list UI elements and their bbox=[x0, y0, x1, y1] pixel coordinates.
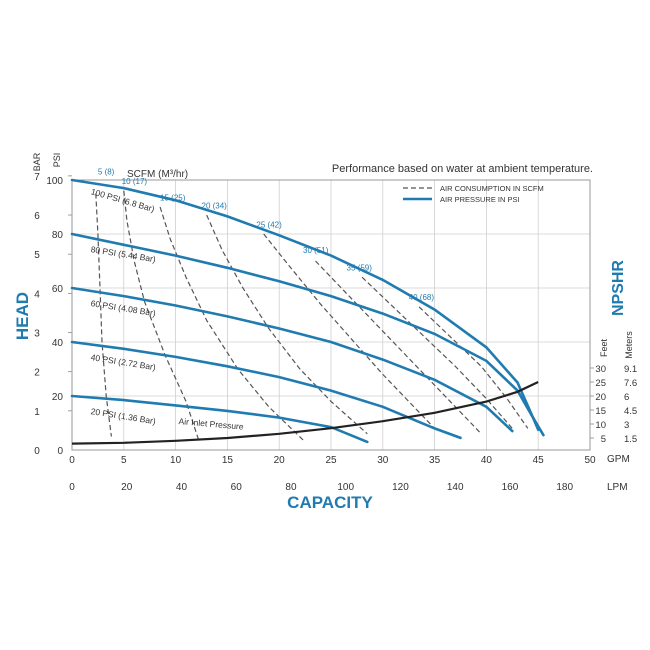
y-bar-tick: 4 bbox=[34, 289, 40, 300]
legend-air-label: AIR CONSUMPTION IN SCFM bbox=[440, 184, 544, 193]
y-psi-tick: 80 bbox=[52, 230, 64, 241]
pressure-line bbox=[70, 340, 462, 440]
y-bar-tick: 1 bbox=[34, 407, 40, 418]
x-gpm-tick: 15 bbox=[222, 455, 234, 466]
y-psi-tick: 60 bbox=[52, 284, 64, 295]
x-lpm-unit: LPM bbox=[607, 482, 628, 493]
x-gpm-unit: GPM bbox=[607, 454, 630, 465]
y-psi-tick-labels: 0 20 40 60 80 100 bbox=[46, 176, 63, 457]
y-axis-title: HEAD bbox=[13, 292, 32, 340]
x-gpm-tick: 10 bbox=[170, 455, 182, 466]
x-gpm-tick: 50 bbox=[584, 455, 596, 466]
y-bar-tick: 5 bbox=[34, 250, 40, 261]
air-consumption-line bbox=[361, 276, 513, 429]
x-lpm-tick: 20 bbox=[121, 482, 133, 493]
y-psi-tick: 100 bbox=[46, 176, 63, 187]
x-lpm-tick: 120 bbox=[392, 482, 409, 493]
y-bar-tick: 0 bbox=[34, 446, 40, 457]
air-consumption-line bbox=[159, 206, 306, 443]
x-lpm-tick: 80 bbox=[285, 482, 297, 493]
air-consumption-label: 5 (8) bbox=[98, 168, 115, 177]
npshr-feet-tick: 20 bbox=[595, 392, 606, 403]
x-gpm-tick-labels: 0 5 10 15 20 25 30 35 40 45 50 bbox=[69, 455, 596, 466]
x-gpm-tick: 0 bbox=[69, 455, 75, 466]
x-gpm-tick: 25 bbox=[325, 455, 337, 466]
x-lpm-tick: 180 bbox=[556, 482, 573, 493]
x-lpm-tick: 160 bbox=[502, 482, 519, 493]
y-bar-tick: 3 bbox=[34, 329, 40, 340]
npshr-feet-tick: 5 bbox=[601, 434, 606, 445]
x-gpm-tick: 40 bbox=[481, 455, 493, 466]
y-psi-tick: 40 bbox=[52, 338, 64, 349]
y-psi-tick: 20 bbox=[52, 392, 64, 403]
npshr-meter-tick: 4.5 bbox=[624, 406, 637, 417]
chart-note: Performance based on water at ambient te… bbox=[332, 163, 593, 175]
npshr-meter-tick: 1.5 bbox=[624, 434, 637, 445]
x-lpm-tick-labels: 0 20 40 60 80 100 120 140 160 180 bbox=[69, 482, 573, 493]
npshr-curve bbox=[71, 381, 539, 445]
air-consumption-line bbox=[418, 306, 529, 429]
y-psi-unit: PSI bbox=[52, 153, 62, 168]
x-lpm-tick: 100 bbox=[337, 482, 354, 493]
x-gpm-tick: 45 bbox=[533, 455, 545, 466]
npshr-feet-tick: 30 bbox=[595, 364, 606, 375]
npshr-axis-title: NPSHR bbox=[610, 260, 627, 316]
npshr-feet-tick: 15 bbox=[595, 406, 606, 417]
y-bar-unit: BAR bbox=[32, 152, 42, 171]
air-consumption-label: 20 (34) bbox=[202, 201, 228, 210]
air-consumption-label: 10 (17) bbox=[122, 177, 148, 186]
air-consumption-label: 25 (42) bbox=[256, 220, 282, 229]
npshr-meter-tick: 3 bbox=[624, 420, 629, 431]
npshr-meters-label: Meters bbox=[624, 331, 634, 359]
npshr-feet-tick: 10 bbox=[595, 420, 606, 431]
pressure-line bbox=[70, 286, 514, 433]
scfm-title: SCFM (M³/hr) bbox=[127, 169, 188, 180]
npshr-meter-tick: 7.6 bbox=[624, 378, 637, 389]
x-lpm-tick: 40 bbox=[176, 482, 188, 493]
x-gpm-tick: 5 bbox=[121, 455, 127, 466]
air-consumption-line bbox=[95, 193, 112, 437]
y-psi-tick: 0 bbox=[57, 446, 63, 457]
air-consumption-line bbox=[123, 190, 199, 440]
plot-border bbox=[71, 179, 591, 451]
x-lpm-tick: 140 bbox=[447, 482, 464, 493]
npshr-meter-tick: 6 bbox=[624, 392, 629, 403]
npshr-line bbox=[71, 381, 539, 445]
x-lpm-tick: 60 bbox=[231, 482, 243, 493]
air-consumption-label: 40 (68) bbox=[409, 293, 435, 302]
y-bar-tick-labels: 0 1 2 3 4 5 6 7 bbox=[34, 172, 40, 457]
npshr-feet-label: Feet bbox=[599, 338, 609, 357]
air-consumption-line bbox=[206, 214, 368, 435]
x-gpm-tick: 20 bbox=[274, 455, 286, 466]
npshr-meter-tick: 9.1 bbox=[624, 364, 637, 375]
air-consumption-line bbox=[315, 260, 482, 435]
legend: AIR CONSUMPTION IN SCFM AIR PRESSURE IN … bbox=[403, 184, 544, 204]
x-lpm-tick: 0 bbox=[69, 482, 75, 493]
air-consumption-line bbox=[263, 233, 436, 429]
air-consumption-label: 15 (25) bbox=[160, 193, 186, 202]
y-bar-tick: 2 bbox=[34, 368, 40, 379]
pressure-line bbox=[70, 178, 545, 437]
y-bar-tick: 6 bbox=[34, 211, 40, 222]
x-gpm-tick: 35 bbox=[429, 455, 441, 466]
y-bar-tick: 7 bbox=[34, 172, 40, 183]
npshr-tick-labels: 5 1.5 10 3 15 4.5 20 6 25 7.6 30 9.1 bbox=[590, 364, 637, 445]
x-gpm-tick: 30 bbox=[377, 455, 389, 466]
legend-pressure-label: AIR PRESSURE IN PSI bbox=[440, 195, 520, 204]
pressure-line bbox=[70, 232, 540, 432]
x-axis-title: CAPACITY bbox=[287, 493, 373, 512]
npshr-feet-tick: 25 bbox=[595, 378, 606, 389]
